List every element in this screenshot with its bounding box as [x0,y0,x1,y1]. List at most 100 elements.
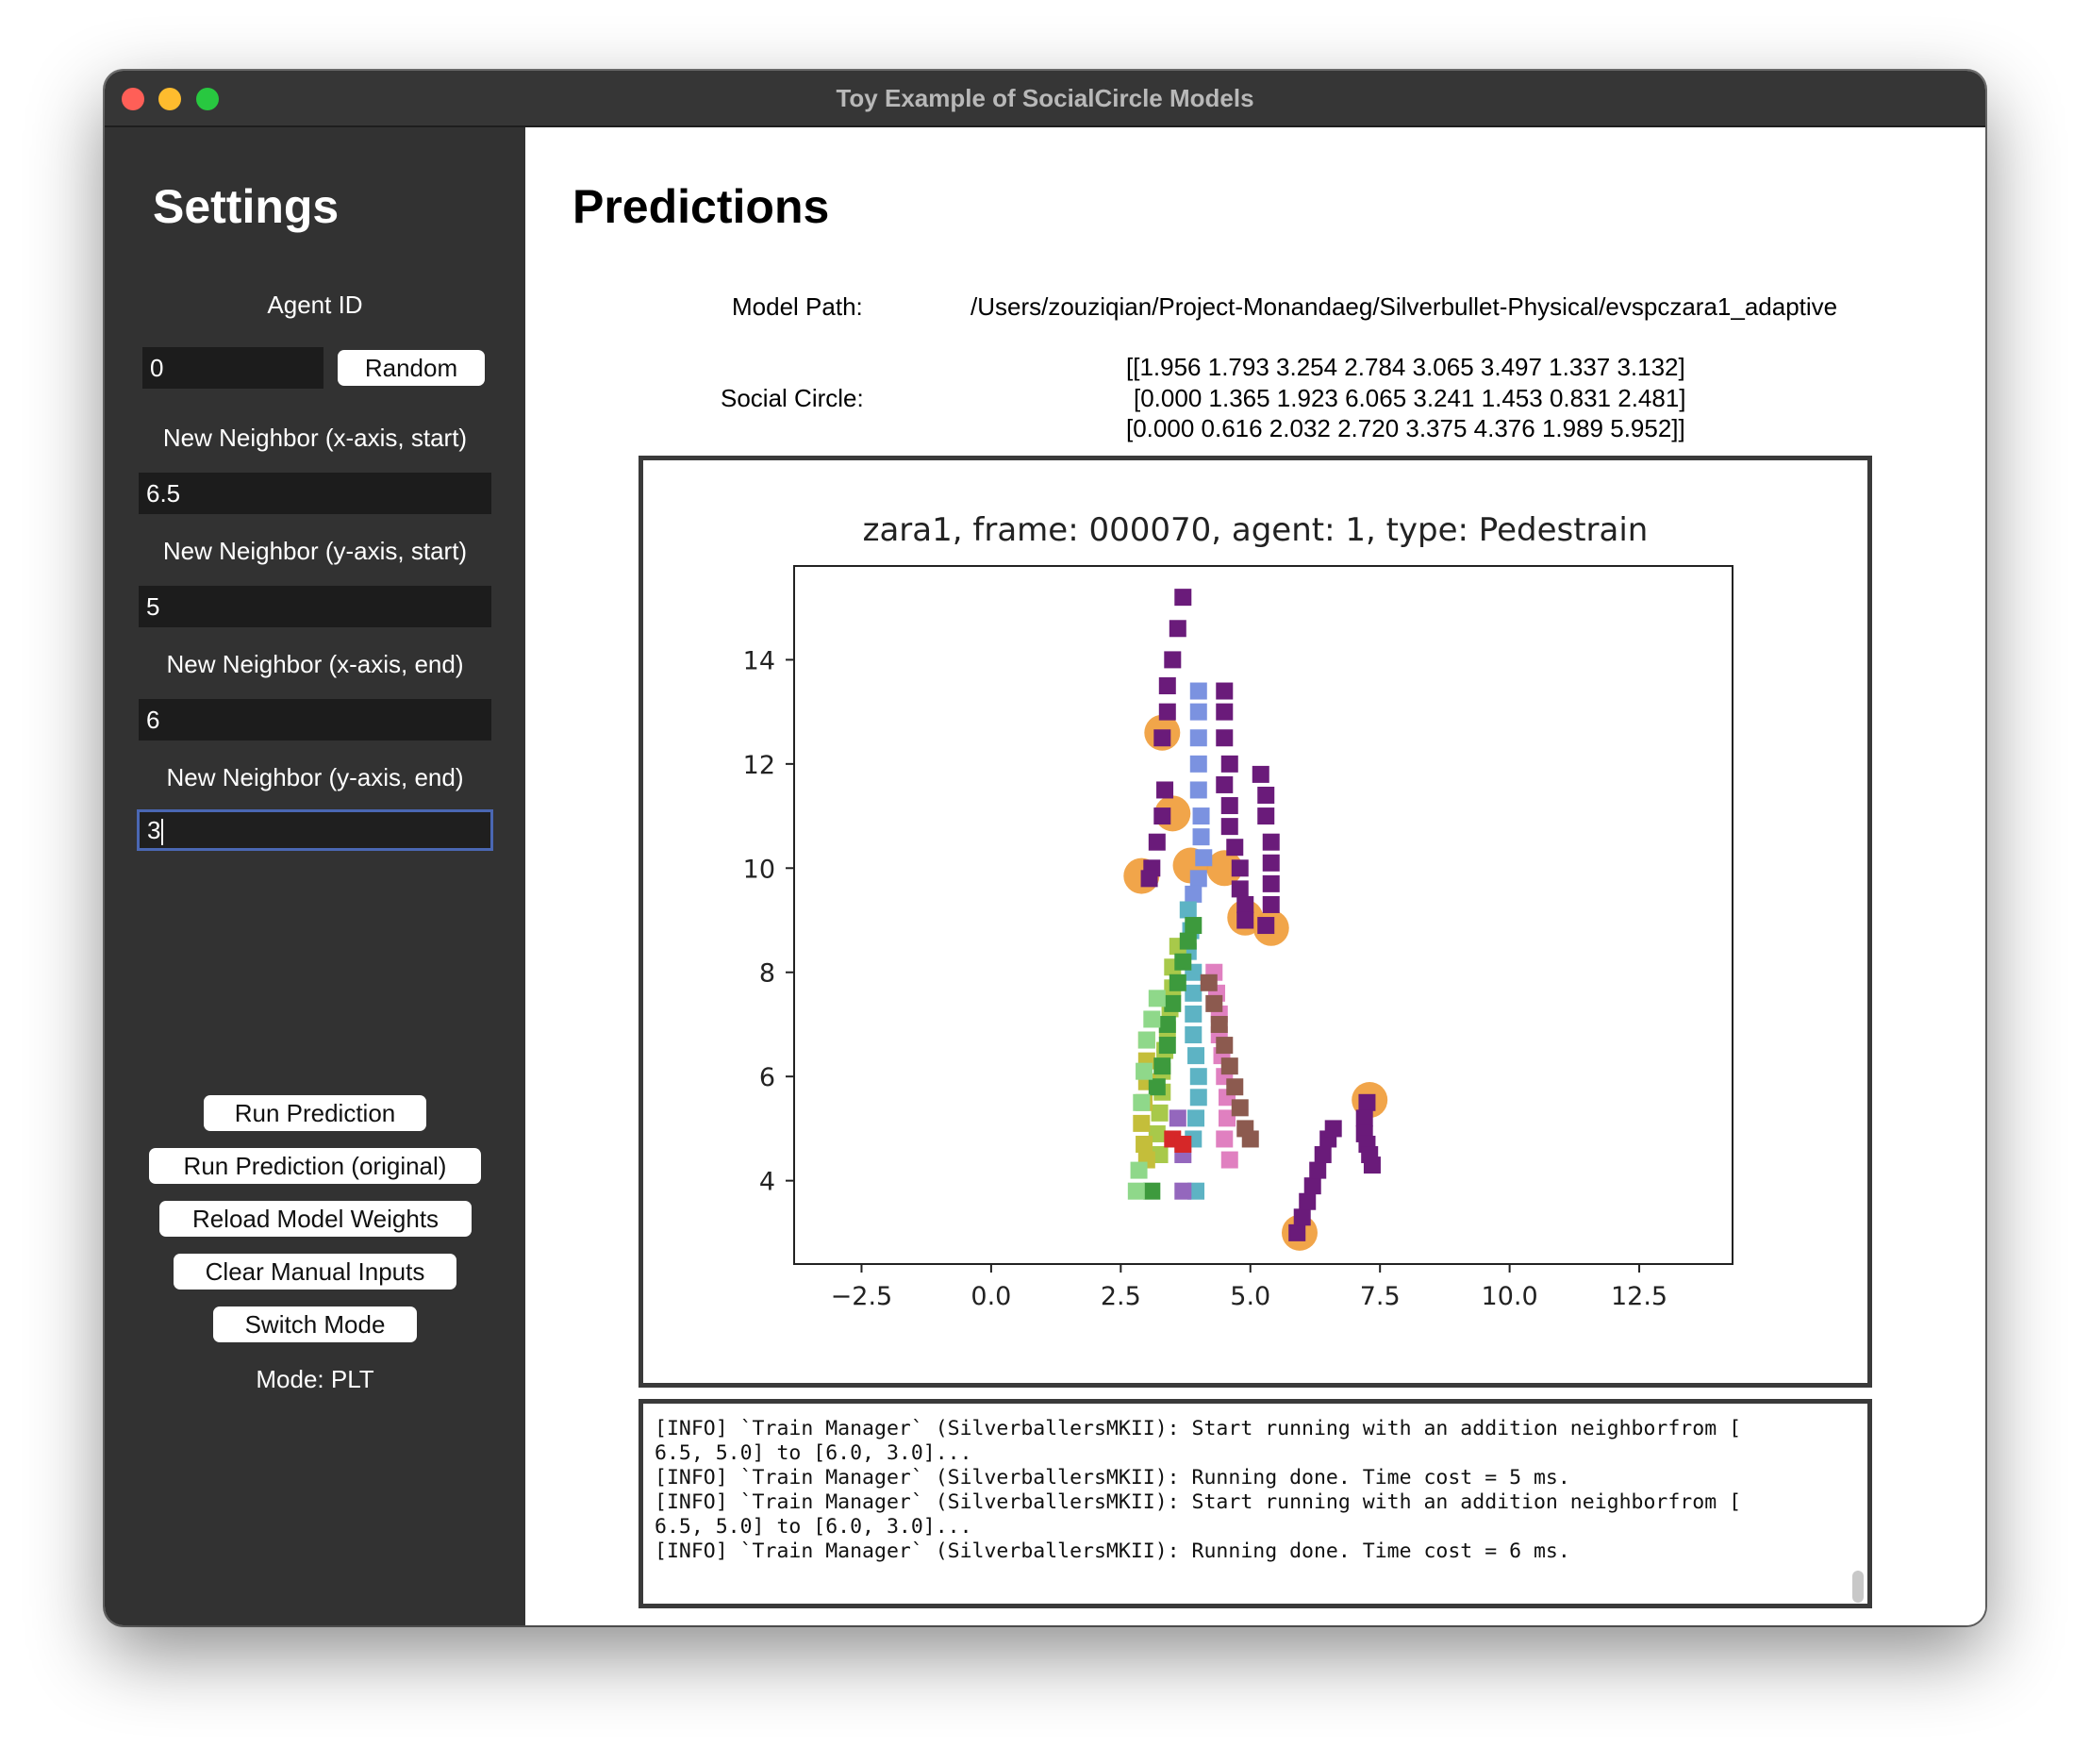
scatter-point [1143,1182,1161,1200]
x-start-label: New Neighbor (x-axis, start) [162,424,468,452]
app-window: Toy Example of SocialCircle Models Setti… [105,71,1985,1625]
scatter-point [1130,1161,1148,1179]
scatter-point [1187,1047,1205,1065]
y-tick-label: 8 [759,959,775,989]
scatter-point [1169,974,1186,991]
scatter-point [1262,833,1280,851]
scatter-point [1189,703,1207,721]
scatter-point [1158,1037,1176,1055]
model-path-label: Model Path: [732,292,863,321]
scatter-point [1226,839,1244,857]
scatter-point [1216,1037,1234,1055]
scatter-point [1158,703,1176,721]
scatter-point [1189,755,1207,773]
scatter-point [1216,775,1234,793]
x-tick-label: 12.5 [1611,1282,1667,1311]
scatter-point [1363,1157,1381,1174]
y-end-input[interactable]: 3 [137,809,493,851]
y-end-label: New Neighbor (y-axis, end) [166,763,464,791]
zoom-window-button[interactable] [196,88,219,110]
scatter-chart: −2.5 0.0 2.5 5.0 7.5 10.0 12.5 4 6 8 10 12 14 [743,565,1733,1311]
scatter-point [1324,1120,1342,1138]
scatter-point [1185,1026,1203,1044]
switch-mode-button[interactable]: Switch Mode [213,1306,417,1342]
y-end-input-value: 3 [147,816,161,844]
scatter-point [1262,895,1280,913]
x-tick-label: −2.5 [831,1282,893,1311]
x-end-label: New Neighbor (x-axis, end) [166,650,464,678]
scatter-point [1219,1109,1236,1127]
scatter-point [1236,911,1254,929]
scatter-point [1309,1161,1327,1179]
scatter-point [1133,1093,1151,1111]
scatter-point [1220,797,1238,815]
scatter-point [1189,781,1207,799]
x-start-input[interactable]: 6.5 [139,473,491,514]
x-tick-label: 5.0 [1230,1282,1270,1311]
y-tick-label: 10 [743,855,775,884]
log-output[interactable]: [INFO] `Train Manager` (SilverballersMKI… [639,1399,1872,1608]
scatter-point [1185,885,1203,903]
scatter-point [1153,729,1171,747]
scatter-point [1174,1135,1192,1153]
scatter-point [1231,859,1249,877]
scatter-point [1205,994,1223,1012]
scatter-point [1127,1182,1145,1200]
agent-id-label: Agent ID [267,291,363,319]
log-line: 6.5, 5.0] to [6.0, 3.0]... [655,1441,972,1465]
y-start-label: New Neighbor (y-axis, start) [162,537,468,565]
scatter-point [1314,1146,1332,1164]
scatter-point [1189,1068,1207,1086]
run-prediction-button[interactable]: Run Prediction [204,1095,426,1131]
scatter-point [1358,1093,1376,1111]
scatter-point [1220,1151,1238,1169]
agent-id-input[interactable]: 0 [142,347,323,389]
x-end-input[interactable]: 6 [139,699,491,741]
scatter-point [1153,1057,1171,1075]
scatter-point [1179,901,1197,919]
scatter-point [1216,703,1234,721]
scatter-point [1189,1089,1207,1107]
scatter-point [1151,1146,1169,1164]
y-tick-label: 14 [743,646,775,675]
y-tick-label: 6 [759,1063,775,1092]
scatter-point [1187,1109,1205,1127]
scatter-point [1262,854,1280,872]
scatter-point [1169,1109,1186,1127]
log-scrollbar[interactable] [1852,1571,1864,1603]
y-start-input[interactable]: 5 [139,586,491,627]
mode-status: Mode: PLT [256,1365,374,1393]
scatter-point [1136,1062,1153,1080]
settings-title: Settings [153,180,340,233]
scatter-point [1236,895,1254,913]
scatter-point [1192,807,1210,825]
scatter-point [1257,786,1275,804]
scatter-point [1189,729,1207,747]
scatter-point [1293,1208,1311,1226]
run-prediction-original-button[interactable]: Run Prediction (original) [149,1148,481,1184]
scatter-point [1355,1109,1373,1127]
scatter-point [1231,1099,1249,1117]
scatter-point [1288,1223,1306,1241]
scatter-point [1148,1124,1166,1142]
scatter-point [1226,1078,1244,1096]
settings-sidebar: Settings Agent ID 0 Random New Neighbor … [105,127,525,1625]
scatter-point [1206,850,1243,887]
scatter-point [1220,755,1238,773]
scatter-point [1174,1182,1192,1200]
scatter-point [1195,849,1213,867]
scatter-point [1299,1192,1317,1210]
x-tick-label: 0.0 [970,1282,1011,1311]
log-line: [INFO] `Train Manager` (SilverballersMKI… [655,1490,1742,1514]
scatter-point [1216,1130,1234,1148]
scatter-point [1174,589,1192,607]
close-window-button[interactable] [122,88,144,110]
random-button[interactable]: Random [338,350,485,386]
chart-title: zara1, frame: 000070, agent: 1, type: Pe… [862,511,1649,549]
minimize-window-button[interactable] [158,88,181,110]
reload-model-weights-button[interactable]: Reload Model Weights [159,1201,472,1237]
scatter-point [1185,984,1203,1002]
scatter-point [1241,1130,1259,1148]
clear-manual-inputs-button[interactable]: Clear Manual Inputs [174,1254,456,1290]
title-bar: Toy Example of SocialCircle Models [105,71,1985,127]
